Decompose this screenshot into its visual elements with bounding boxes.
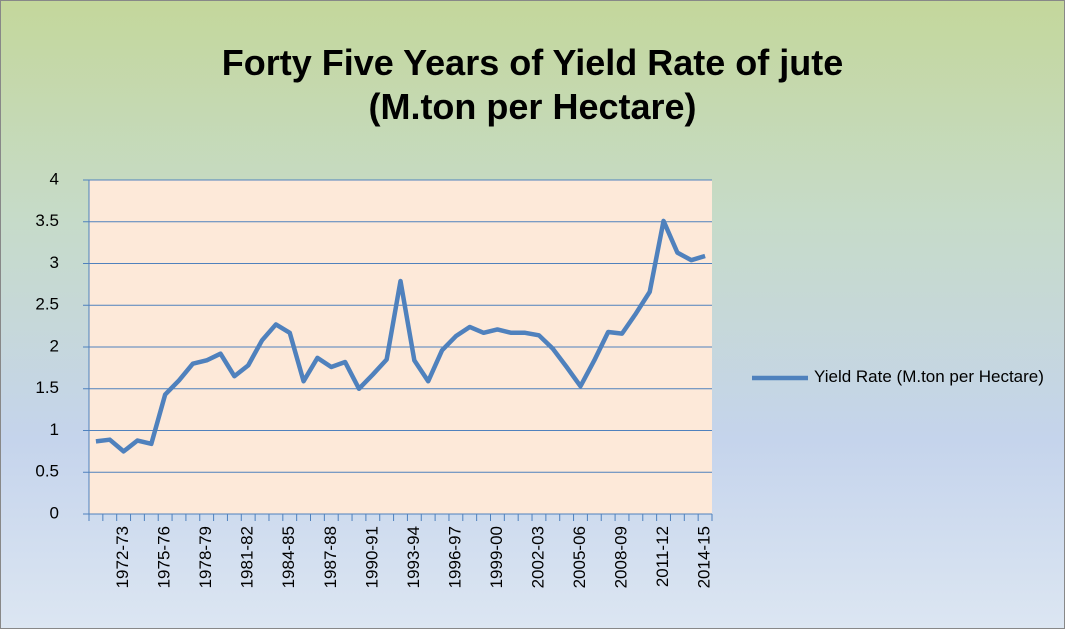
- legend-label: Yield Rate (M.ton per Hectare): [814, 367, 1044, 386]
- x-tick-label: 1993-94: [404, 526, 423, 588]
- y-tick-label: 2: [50, 336, 59, 355]
- x-tick-label: 2008-09: [611, 526, 630, 588]
- y-tick-label: 1.5: [35, 378, 59, 397]
- x-tick-label: 1987-88: [321, 526, 340, 588]
- chart-title: Forty Five Years of Yield Rate of jute: [221, 42, 844, 83]
- x-tick-label: 1990-91: [362, 526, 381, 588]
- chart-title: (M.ton per Hectare): [368, 86, 697, 127]
- y-tick-label: 4: [50, 169, 59, 188]
- x-tick-label: 2014-15: [695, 526, 714, 588]
- x-tick-label: 1975-76: [155, 526, 174, 588]
- x-tick-label: 1972-73: [113, 526, 132, 588]
- y-tick-label: 0.5: [35, 462, 59, 481]
- x-tick-label: 1981-82: [238, 526, 257, 588]
- line-series: [95, 218, 706, 454]
- x-tick-label: 1999-00: [487, 526, 506, 588]
- y-tick-label: 3.5: [35, 211, 59, 230]
- y-tick-label: 2.5: [35, 295, 59, 314]
- y-tick-label: 1: [50, 420, 59, 439]
- y-tick-label: 0: [50, 503, 59, 522]
- x-tick-label: 2011-12: [653, 526, 672, 587]
- x-tick-label: 1978-79: [196, 526, 215, 588]
- x-tick-label: 2005-06: [570, 526, 589, 588]
- y-tick-label: 3: [50, 253, 59, 272]
- x-tick-label: 1984-85: [279, 526, 298, 588]
- x-tick-label: 2002-03: [528, 526, 547, 588]
- x-tick-label: 1996-97: [445, 526, 464, 588]
